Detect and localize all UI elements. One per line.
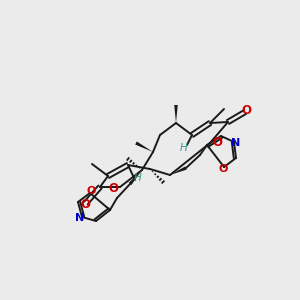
Text: O: O [241,104,251,118]
Text: O: O [218,164,228,174]
Text: H: H [180,143,188,153]
Text: O: O [108,182,118,194]
Text: N: N [75,213,85,223]
Polygon shape [174,105,178,123]
Text: O: O [86,186,96,196]
Text: O: O [212,136,222,148]
Polygon shape [135,142,153,152]
Text: H: H [134,173,142,183]
Text: O: O [80,197,90,211]
Polygon shape [129,170,142,185]
Text: N: N [231,138,241,148]
Polygon shape [170,167,187,175]
